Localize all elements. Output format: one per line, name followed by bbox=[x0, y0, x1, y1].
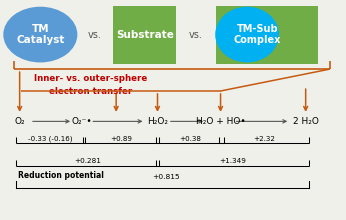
Text: Inner- vs. outer-sphere
electron transfer: Inner- vs. outer-sphere electron transfe… bbox=[34, 74, 147, 96]
Text: H₂O + HO•: H₂O + HO• bbox=[196, 117, 245, 126]
Text: vs.: vs. bbox=[88, 29, 101, 40]
Ellipse shape bbox=[215, 7, 279, 62]
Text: H₂O₂: H₂O₂ bbox=[147, 117, 168, 126]
Text: +0.815: +0.815 bbox=[152, 174, 180, 180]
Text: TM
Catalyst: TM Catalyst bbox=[16, 24, 64, 45]
Text: +1.349: +1.349 bbox=[219, 158, 246, 164]
Text: vs.: vs. bbox=[189, 29, 202, 40]
Text: -0.33 (-0.16): -0.33 (-0.16) bbox=[28, 136, 73, 142]
Text: +0.89: +0.89 bbox=[110, 136, 132, 142]
Text: O₂: O₂ bbox=[14, 117, 25, 126]
Text: 2 H₂O: 2 H₂O bbox=[293, 117, 319, 126]
Text: O₂⁻•: O₂⁻• bbox=[71, 117, 92, 126]
FancyBboxPatch shape bbox=[113, 6, 176, 64]
Text: +0.281: +0.281 bbox=[74, 158, 101, 164]
Text: +0.38: +0.38 bbox=[179, 136, 201, 142]
Ellipse shape bbox=[3, 7, 78, 62]
FancyBboxPatch shape bbox=[216, 6, 318, 64]
Text: TM-Sub
Complex: TM-Sub Complex bbox=[234, 24, 281, 45]
Text: Reduction potential: Reduction potential bbox=[18, 171, 104, 180]
Text: +2.32: +2.32 bbox=[253, 136, 275, 142]
Text: Substrate: Substrate bbox=[116, 29, 174, 40]
